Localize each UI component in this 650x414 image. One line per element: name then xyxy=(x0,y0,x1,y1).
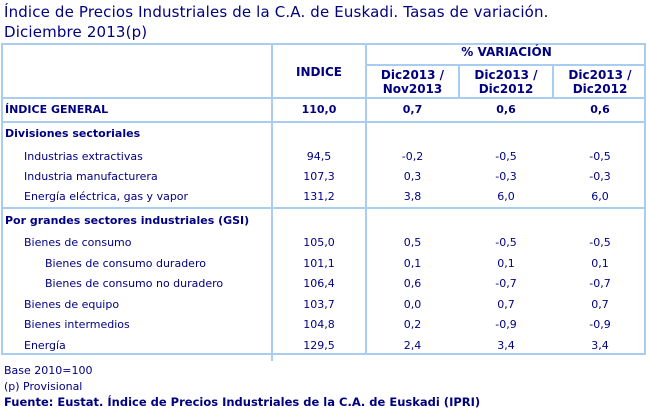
row-v2: 0,6 xyxy=(496,103,516,116)
row-label: Bienes de consumo duradero xyxy=(45,257,206,270)
footer-provisional: (p) Provisional xyxy=(4,380,83,393)
header-sub-2: Dic2013 / Dic2012 xyxy=(474,68,538,96)
row-label: Energía xyxy=(24,339,66,352)
divider-sub-2 xyxy=(458,66,460,98)
footer-source: Fuente: Eustat. Índice de Precios Indust… xyxy=(4,395,481,409)
row-v2: -0,7 xyxy=(495,277,517,290)
header-indice: INDICE xyxy=(296,65,342,79)
row-v3: -0,5 xyxy=(589,150,611,163)
row-v1: 0,7 xyxy=(402,103,423,116)
row-v1: 3,8 xyxy=(403,190,422,203)
row-indice: 104,8 xyxy=(303,318,335,331)
row-v1: 0,5 xyxy=(403,236,422,249)
divider-section2-top xyxy=(1,207,646,209)
footer-base: Base 2010=100 xyxy=(4,364,93,377)
row-v3: 3,4 xyxy=(591,339,609,352)
row-v2: 0,1 xyxy=(497,257,515,270)
page-title: Índice de Precios Industriales de la C.A… xyxy=(4,2,650,42)
row-v1: 0,3 xyxy=(403,170,422,183)
row-label: Bienes de consumo no duradero xyxy=(45,277,224,290)
row-indice: 94,5 xyxy=(306,150,332,163)
row-label: Industrias extractivas xyxy=(24,150,143,163)
row-v3: -0,9 xyxy=(589,318,611,331)
row-label: ÍNDICE GENERAL xyxy=(5,103,109,116)
row-indice: 105,0 xyxy=(303,236,335,249)
row-v1: 0,1 xyxy=(403,257,422,270)
header-variacion: % VARIACIÓN xyxy=(461,45,552,59)
row-indice: 103,7 xyxy=(303,298,335,311)
row-label: Energía eléctrica, gas y vapor xyxy=(24,190,189,203)
row-v2: -0,3 xyxy=(495,170,517,183)
price-index-table xyxy=(1,43,646,355)
header-sub-3: Dic2013 / Dic2012 xyxy=(568,68,632,96)
divider-sub-3 xyxy=(552,66,554,98)
row-v2: 3,4 xyxy=(497,339,515,352)
row-v1: 0,0 xyxy=(403,298,422,311)
divider-header-bottom xyxy=(1,97,646,99)
divider-col-variacion xyxy=(365,43,367,355)
row-indice: 107,3 xyxy=(303,170,335,183)
row-label: Bienes intermedios xyxy=(24,318,130,331)
row-v3: 0,6 xyxy=(590,103,610,116)
row-v3: -0,5 xyxy=(589,236,611,249)
row-v2: -0,5 xyxy=(495,150,517,163)
row-label: Bienes de equipo xyxy=(24,298,120,311)
row-label: Bienes de consumo xyxy=(24,236,132,249)
row-indice: 129,5 xyxy=(303,339,335,352)
row-label: Industria manufacturera xyxy=(24,170,158,183)
row-v3: -0,3 xyxy=(589,170,611,183)
divider-variacion-header xyxy=(366,64,646,66)
title-line-2: Diciembre 2013(p) xyxy=(4,23,148,41)
title-line-1: Índice de Precios Industriales de la C.A… xyxy=(4,3,549,21)
section-label-divisiones: Divisiones sectoriales xyxy=(5,127,141,140)
row-indice: 106,4 xyxy=(303,277,335,290)
row-v2: 0,7 xyxy=(497,298,515,311)
section-label-gsi: Por grandes sectores industriales (GSI) xyxy=(5,214,250,227)
row-v2: 6,0 xyxy=(497,190,515,203)
row-v1: -0,2 xyxy=(401,150,424,163)
divider-general-bottom xyxy=(1,121,646,123)
row-indice: 101,1 xyxy=(303,257,335,270)
header-sub-1: Dic2013 / Nov2013 xyxy=(380,68,445,96)
row-v3: -0,7 xyxy=(589,277,611,290)
row-v2: -0,5 xyxy=(495,236,517,249)
row-v1: 0,6 xyxy=(403,277,422,290)
row-v2: -0,9 xyxy=(495,318,517,331)
row-v1: 2,4 xyxy=(403,339,422,352)
row-v3: 6,0 xyxy=(591,190,609,203)
row-indice: 131,2 xyxy=(303,190,335,203)
divider-col-indice xyxy=(271,43,273,361)
row-v3: 0,7 xyxy=(591,298,609,311)
row-v3: 0,1 xyxy=(591,257,609,270)
row-indice: 110,0 xyxy=(301,103,337,116)
row-v1: 0,2 xyxy=(403,318,422,331)
